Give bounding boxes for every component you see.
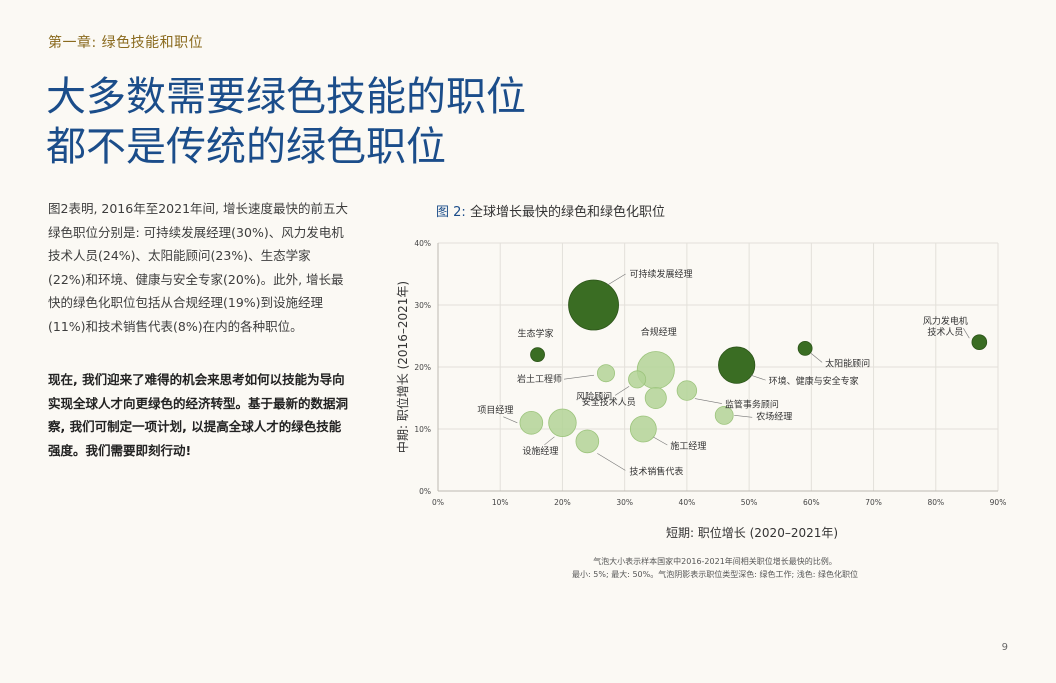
bubble-point: [530, 347, 545, 362]
y-tick-label: 20%: [414, 363, 431, 372]
bubble-leader-line: [653, 436, 668, 446]
callout-paragraph: 现在, 我们迎来了难得的机会来思考如何以技能为导向实现全球人才向更绿色的经济转型…: [48, 372, 349, 458]
bubble-leader-line: [694, 398, 722, 404]
intro-paragraph: 图2表明, 2016年至2021年间, 增长速度最快的前五大绿色职位分别是: 可…: [48, 201, 348, 334]
figure-title: 图 2: 全球增长最快的绿色和绿色化职位: [436, 201, 665, 220]
chart-note: 气泡大小表示样本国家中2016-2021年间相关职位增长最快的比例。 最小: 5…: [520, 555, 910, 581]
headline-line-2: 都不是传统的绿色职位: [46, 124, 446, 170]
bubble-label: 技术销售代表: [629, 465, 683, 477]
bubble-point: [629, 415, 657, 443]
x-tick-label: 30%: [616, 498, 633, 507]
y-axis-title: 中期: 职位增长 (2016–2021年): [395, 281, 410, 453]
x-tick-label: 10%: [492, 498, 509, 507]
bubble-point: [676, 380, 698, 401]
bubble-label: 设施经理: [522, 445, 558, 457]
x-tick-label: 80%: [927, 498, 944, 507]
bubble-label: 可持续发展经理: [630, 268, 693, 280]
y-tick-label: 30%: [414, 301, 431, 310]
y-tick-label: 0%: [419, 487, 431, 496]
bubble-label: 监管事务顾问: [725, 399, 779, 411]
bubble-point: [628, 370, 647, 389]
bubble-leader-line: [963, 328, 970, 339]
bubble-leader-line: [607, 273, 626, 286]
x-tick-label: 40%: [679, 498, 696, 507]
bubble-label: 项目经理: [477, 404, 513, 416]
bubble-point: [797, 341, 813, 356]
bubble-chart: 0% 10% 20% 30% 40% 0% 10% 20% 30% 40% 50% 60% 70% 80%…: [395, 239, 1007, 540]
bubble-point: [971, 334, 988, 350]
bubble-point: [596, 364, 615, 383]
x-axis-title: 短期: 职位增长 (2020–2021年): [666, 525, 838, 540]
bubble-label: 环境、健康与安全专家: [769, 375, 859, 387]
bubble-label: 安全技术人员: [582, 396, 636, 408]
page-number: 9: [1001, 642, 1008, 653]
y-tick-label: 40%: [414, 239, 431, 248]
bubble-leader-line: [563, 374, 595, 380]
bubble-leader-line: [597, 453, 626, 471]
bubble-label: 生态学家: [518, 328, 554, 340]
figure-title-text: 全球增长最快的绿色和绿色化职位: [469, 205, 665, 220]
headline-line-1: 大多数需要绿色技能的职位: [46, 74, 526, 120]
bubble-leader-line: [750, 374, 766, 381]
bubble-point: [644, 386, 667, 409]
bubble-point: [568, 279, 619, 331]
bubble-label: 风险顾问: [576, 390, 612, 402]
bubble-leader-line: [614, 386, 630, 396]
chart-note-line-2: 最小: 5%; 最大: 50%。气泡阴影表示职位类型深色: 绿色工作; 浅色: …: [572, 570, 858, 579]
bubble-label: 合规经理: [641, 326, 677, 338]
bubble-label: 农场经理: [756, 410, 792, 422]
page-headline: 大多数需要绿色技能的职位 都不是传统的绿色职位: [46, 72, 526, 172]
x-tick-label: 70%: [865, 498, 882, 507]
bubble-label: 岩土工程师: [517, 373, 562, 385]
chart-note-line-1: 气泡大小表示样本国家中2016-2021年间相关职位增长最快的比例。: [593, 557, 837, 566]
bubble-label: 施工经理: [670, 440, 706, 452]
bubble-leader-line: [734, 415, 753, 418]
bubble-label: 风力发电机: [923, 315, 968, 327]
bubble-leader-line: [503, 416, 518, 424]
bubble-leader-line: [544, 436, 555, 446]
chapter-label: 第一章: 绿色技能和职位: [48, 35, 204, 51]
bubble-point: [718, 346, 756, 384]
bubble-point: [575, 429, 600, 454]
x-tick-label: 60%: [803, 498, 820, 507]
x-tick-label: 0%: [432, 498, 444, 507]
bubble-label: 太阳能顾问: [825, 357, 870, 369]
bubble-label: 技术人员: [927, 326, 963, 338]
y-tick-label: 10%: [414, 425, 431, 434]
x-tick-label: 20%: [554, 498, 571, 507]
bubble-leader-line: [810, 353, 823, 363]
figure-label: 图 2:: [436, 205, 466, 220]
x-tick-label: 90%: [990, 498, 1007, 507]
bubble-point: [519, 411, 544, 435]
bubble-point: [548, 408, 577, 438]
bubble-point: [714, 405, 734, 425]
x-tick-label: 50%: [741, 498, 758, 507]
